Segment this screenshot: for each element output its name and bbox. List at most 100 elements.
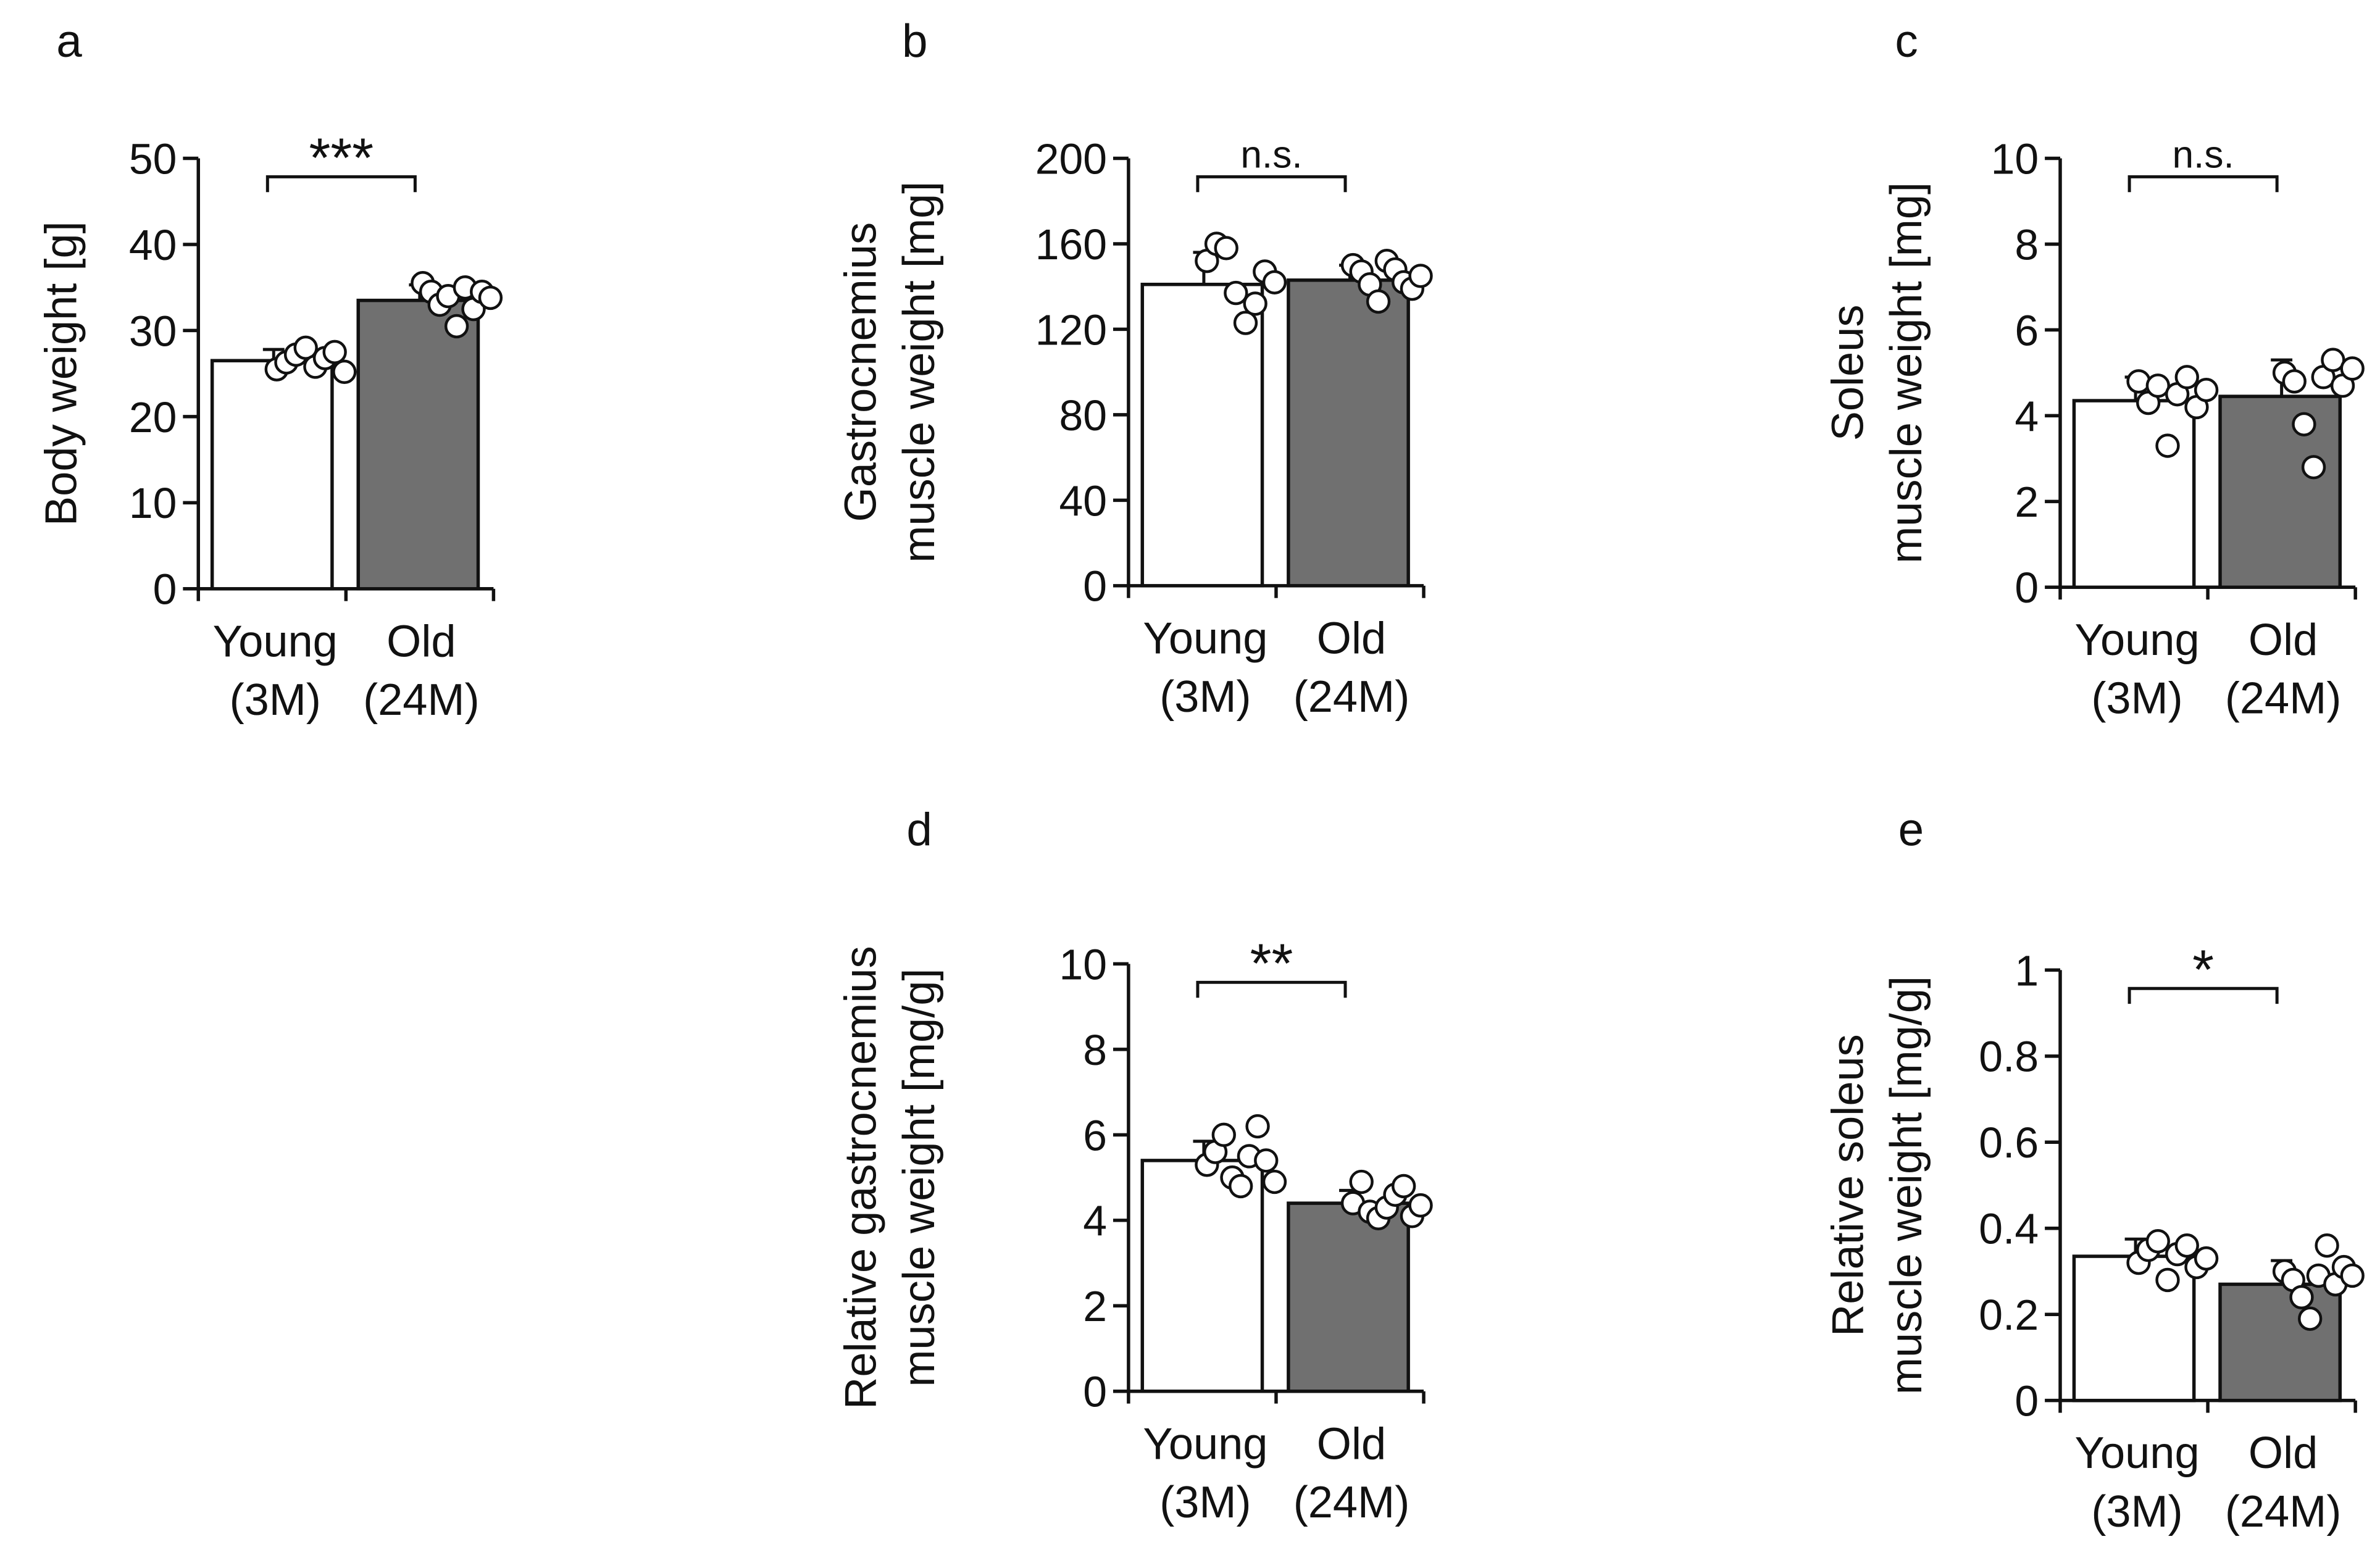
category-label: (3M): [2091, 674, 2182, 723]
data-point: [444, 314, 469, 339]
panel-label: c: [1895, 15, 1918, 67]
category-label: Young: [1143, 1419, 1267, 1469]
y-tick-label: 6: [1083, 1111, 1107, 1159]
bar-old: [356, 298, 480, 591]
panel-a: a 0 10 20 30 40 50 Body weight [g] *** Young (3M) O…: [37, 15, 503, 725]
y-tick-label: 10: [129, 479, 177, 527]
y-tick-label: 10: [1991, 135, 2039, 183]
y-axis-title: muscle weight [mg]: [1882, 182, 1931, 564]
data-point: [478, 285, 503, 311]
y-tick-label: 4: [2015, 392, 2039, 440]
category-label: Young: [2074, 615, 2199, 665]
bar-old: [1287, 1201, 1410, 1393]
data-point: [2174, 1233, 2199, 1258]
category-label: Old: [2248, 615, 2318, 665]
y-tick-label: 0.8: [1979, 1033, 2039, 1081]
data-point: [2301, 455, 2326, 480]
panel-label: b: [902, 15, 928, 67]
category-label: (24M): [2225, 1487, 2342, 1537]
data-point: [1211, 1122, 1236, 1148]
y-tick-label: 2: [1083, 1282, 1107, 1330]
y-tick-label: 10: [1059, 940, 1107, 988]
y-axis-title: muscle weight [mg/g]: [895, 968, 944, 1386]
data-point: [1262, 270, 1287, 294]
y-tick-label: 0: [153, 565, 177, 614]
data-point: [2315, 1233, 2339, 1258]
significance-bracket: [265, 175, 417, 193]
data-point: [293, 335, 318, 360]
y-tick-label: 8: [2015, 220, 2039, 269]
category-label: (24M): [363, 675, 480, 725]
category-label: Old: [1317, 614, 1386, 663]
data-point: [322, 340, 347, 364]
panel-label: a: [56, 15, 82, 67]
y-tick-label: 1: [2015, 946, 2039, 995]
y-tick-label: 0: [2015, 1377, 2039, 1425]
category-label: Young: [1143, 614, 1267, 663]
y-tick-label: 6: [2015, 306, 2039, 354]
significance-bracket: [1196, 175, 1347, 193]
bar-young: [1140, 1159, 1264, 1393]
y-axis-title: Relative soleus: [1823, 1034, 1873, 1336]
data-point: [2289, 1285, 2314, 1309]
data-point: [1349, 1169, 1374, 1195]
y-tick-label: 20: [129, 393, 177, 441]
category-label: Young: [2074, 1428, 2199, 1478]
y-tick-label: 0: [1083, 562, 1107, 611]
y-tick-label: 120: [1035, 306, 1107, 354]
significance-label: n.s.: [2172, 133, 2234, 176]
y-tick-label: 30: [129, 307, 177, 355]
data-point: [1391, 1174, 1416, 1199]
bar-young: [210, 359, 334, 591]
data-point: [1229, 1174, 1253, 1199]
y-tick-label: 0.2: [1979, 1291, 2039, 1339]
y-tick-label: 0.6: [1979, 1119, 2039, 1167]
data-point: [2145, 1229, 2171, 1254]
y-tick-label: 0.4: [1979, 1205, 2039, 1253]
significance-label: **: [1250, 932, 1293, 994]
y-tick-label: 8: [1083, 1026, 1107, 1074]
y-tick-label: 0: [1083, 1368, 1107, 1416]
y-tick-label: 4: [1083, 1197, 1107, 1245]
data-point: [1254, 1148, 1279, 1173]
category-label: (3M): [230, 675, 321, 725]
significance-bracket: [2127, 175, 2279, 193]
data-point: [2292, 412, 2316, 436]
significance-label: ***: [309, 127, 374, 188]
bar-young: [2072, 399, 2196, 590]
y-axis-title: muscle weight [mg]: [895, 181, 944, 563]
data-point: [2155, 433, 2180, 458]
y-axis-title: Body weight [g]: [37, 221, 86, 526]
category-label: (3M): [2091, 1487, 2182, 1537]
category-label: (3M): [1159, 672, 1251, 722]
y-axis-title: Relative gastrocnemius: [837, 946, 886, 1409]
data-point: [1366, 289, 1391, 314]
y-tick-label: 50: [129, 135, 177, 183]
bar-old: [1287, 278, 1410, 588]
y-axis-title: Soleus: [1823, 305, 1873, 441]
data-point: [1262, 1169, 1287, 1195]
data-point: [2126, 369, 2151, 394]
data-point: [2282, 369, 2307, 394]
bar-old: [2218, 394, 2342, 590]
data-point: [1233, 311, 1258, 335]
panel-label: e: [1898, 804, 1924, 856]
panel-b: b 0 40 80 120 160 200 Gastrocnemius muscle weigh…: [837, 15, 1433, 722]
category-label: (3M): [1159, 1478, 1251, 1527]
data-point: [1243, 291, 1267, 316]
data-point: [1408, 1193, 1433, 1218]
significance-bracket: [1196, 980, 1347, 998]
panel-e: e 0 0.2 0.4 0.6 0.8 1 Relative soleus muscle wei…: [1823, 804, 2365, 1537]
category-label: Old: [386, 617, 456, 666]
data-point: [2194, 1246, 2219, 1271]
category-label: (24M): [1293, 1478, 1410, 1527]
significance-label: *: [2192, 938, 2214, 1000]
y-tick-label: 2: [2015, 478, 2039, 526]
significance-label: n.s.: [1240, 133, 1302, 176]
data-point: [2340, 1263, 2365, 1288]
category-label: Old: [1317, 1419, 1386, 1469]
data-point: [2155, 1267, 2180, 1293]
panel-d: d 0 2 4 6 8 10 Relative gastrocnemius muscle wei…: [837, 804, 1433, 1527]
y-tick-label: 200: [1035, 135, 1107, 183]
